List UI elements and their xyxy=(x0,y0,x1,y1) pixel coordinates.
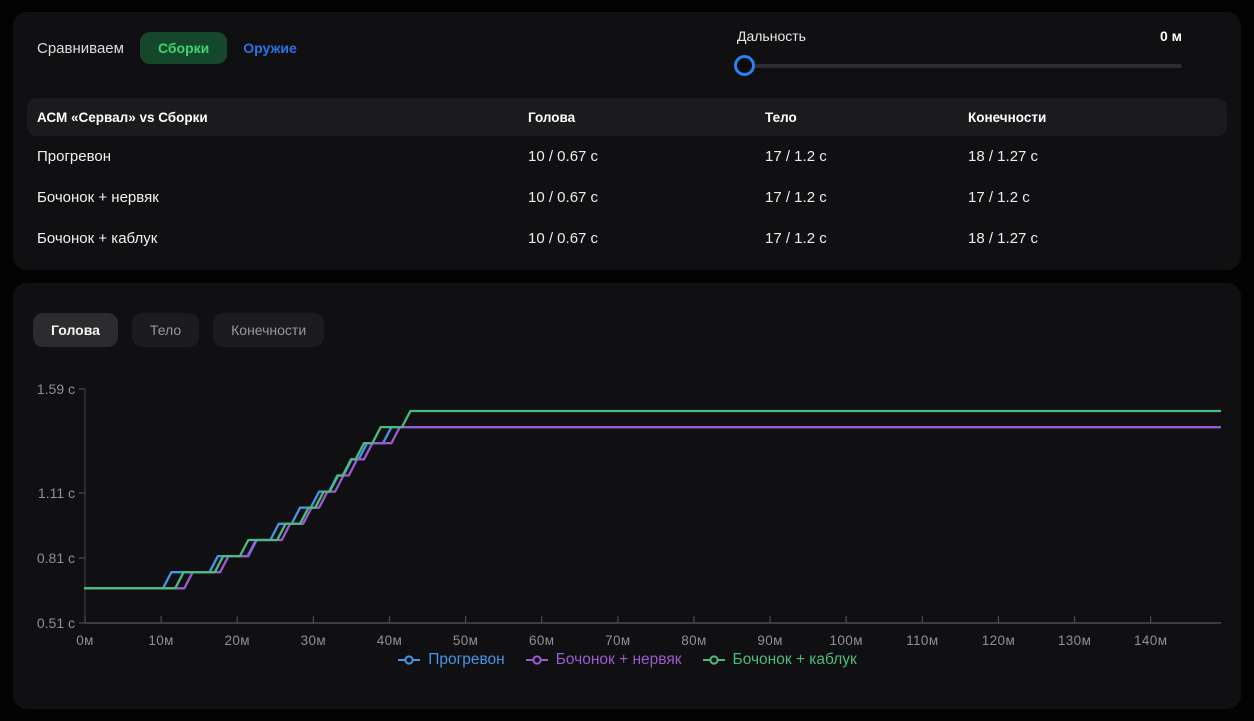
range-slider-track[interactable] xyxy=(734,55,1182,76)
cell-head: 10 / 0.67 с xyxy=(528,230,599,247)
range-label: Дальность xyxy=(737,28,806,44)
y-axis-label: 1.11 с xyxy=(38,485,75,501)
series-line xyxy=(83,425,1221,590)
x-axis-label: 40м xyxy=(377,633,403,648)
legend-label: Бочонок + нервяк xyxy=(555,651,682,668)
comparison-card: Сравниваем Сборки Оружие Дальность 0 м А… xyxy=(13,12,1241,270)
cell-limbs: 18 / 1.27 с xyxy=(968,148,1039,165)
row-name: Прогревон xyxy=(37,148,112,165)
range-value: 0 м xyxy=(1159,28,1182,44)
y-axis-label: 0.51 с xyxy=(37,615,75,631)
cell-body: 17 / 1.2 с xyxy=(765,148,827,165)
x-axis-label: 100м xyxy=(829,633,862,648)
compare-mode-bar: Сравниваем Сборки Оружие xyxy=(37,30,297,66)
y-axis-label: 1.59 с xyxy=(37,381,75,397)
legend-item[interactable]: Прогревон xyxy=(397,651,505,669)
x-axis-label: 50м xyxy=(453,633,479,648)
cell-body: 17 / 1.2 с xyxy=(765,189,827,206)
legend-item[interactable]: Бочонок + каблук xyxy=(702,651,857,669)
legend-line-marker-icon xyxy=(398,655,421,665)
row-name: Бочонок + каблук xyxy=(37,230,158,247)
column-header-head: Голова xyxy=(528,109,576,125)
chart-legend: Прогревон Бочонок + нервяк Бочонок + каблу… xyxy=(13,651,1241,669)
compare-label: Сравниваем xyxy=(37,39,124,57)
chart-tab-active[interactable]: Голова xyxy=(33,313,118,347)
x-axis-label: 140м xyxy=(1134,633,1167,648)
table-row: Бочонок + каблук 10 / 0.67 с 17 / 1.2 с 18 … xyxy=(27,218,1227,259)
cell-body: 17 / 1.2 с xyxy=(765,230,827,247)
legend-line-marker-icon xyxy=(702,655,725,665)
table-header-row: АСМ «Сервал» vs Сборки Голова Тело Конеч… xyxy=(27,98,1227,136)
column-header-body: Тело xyxy=(765,109,797,125)
cell-head: 10 / 0.67 с xyxy=(528,148,599,165)
ttk-chart[interactable]: 1.59 с 1.11 с 0.81 с 0.51 с0м 10м 20м 30м 40м 50… xyxy=(33,373,1221,657)
series-line xyxy=(83,409,1221,590)
column-header-limbs: Конечности xyxy=(968,109,1047,125)
x-axis-label: 20м xyxy=(224,633,250,648)
series-line xyxy=(83,425,1221,590)
legend-line-marker-icon xyxy=(525,655,548,665)
chart-tab-inactive[interactable]: Тело xyxy=(131,313,200,347)
x-axis-label: 30м xyxy=(301,633,327,648)
x-axis-label: 80м xyxy=(681,633,707,648)
legend-label: Бочонок + каблук xyxy=(732,651,857,668)
cell-limbs: 17 / 1.2 с xyxy=(968,189,1030,206)
chart-zone-tabs: Голова Тело Конечности xyxy=(33,313,325,347)
table-row: Прогревон 10 / 0.67 с 17 / 1.2 с 18 / 1.27 … xyxy=(27,136,1227,177)
table-row: Бочонок + нервяк 10 / 0.67 с 17 / 1.2 с 17 … xyxy=(27,177,1227,218)
range-slider-thumb[interactable] xyxy=(734,55,755,76)
x-axis-label: 70м xyxy=(605,633,631,648)
x-axis-label: 130м xyxy=(1058,633,1091,648)
x-axis-label: 90м xyxy=(757,633,783,648)
chart-tab-inactive[interactable]: Конечности xyxy=(213,313,325,347)
x-axis-label: 60м xyxy=(529,633,555,648)
legend-label: Прогревон xyxy=(428,651,505,668)
x-axis-label: 120м xyxy=(982,633,1015,648)
y-axis-label: 0.81 с xyxy=(37,550,75,566)
range-slider-group: Дальность 0 м xyxy=(734,28,1182,76)
mode-weapons-button[interactable]: Оружие xyxy=(243,40,297,56)
x-axis-label: 10м xyxy=(148,633,174,648)
comparison-table: АСМ «Сервал» vs Сборки Голова Тело Конеч… xyxy=(27,98,1227,259)
mode-builds-button[interactable]: Сборки xyxy=(139,32,228,64)
legend-item[interactable]: Бочонок + нервяк xyxy=(525,651,682,669)
chart-card: Голова Тело Конечности 1.59 с 1.11 с 0.81 с 0… xyxy=(13,283,1241,709)
x-axis-label: 110м xyxy=(906,633,938,648)
cell-limbs: 18 / 1.27 с xyxy=(968,230,1039,247)
cell-head: 10 / 0.67 с xyxy=(528,189,599,206)
x-axis-label: 0м xyxy=(76,633,94,648)
row-name: Бочонок + нервяк xyxy=(37,189,159,206)
table-title: АСМ «Сервал» vs Сборки xyxy=(37,109,208,125)
